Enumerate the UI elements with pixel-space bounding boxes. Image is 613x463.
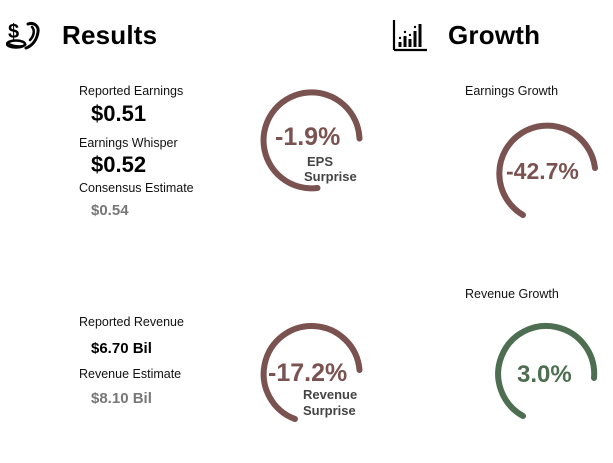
results-title: Results — [62, 20, 158, 50]
earnings-growth-arc — [496, 122, 598, 218]
reported-earnings-label: Reported Earnings — [79, 84, 184, 98]
revenue-surprise-caption-line1: Revenue — [303, 387, 358, 402]
revenue-growth-value: 3.0% — [517, 361, 572, 388]
growth-title: Growth — [448, 20, 541, 50]
money-hand-icon: $ — [5, 18, 42, 50]
revenue-growth-gauge — [493, 320, 603, 430]
eps-surprise-caption-line1: EPS — [306, 154, 333, 169]
earnings-growth-label: Earnings Growth — [465, 84, 559, 98]
consensus-estimate-label: Consensus Estimate — [79, 181, 194, 195]
reported-revenue-value: $6.70 Bil — [91, 340, 152, 357]
earnings-growth-value: -42.7% — [506, 158, 579, 184]
revenue-growth-arc — [495, 322, 598, 419]
revenue-surprise-gauge — [257, 316, 367, 426]
eps-surprise-caption-line2: Surprise — [304, 169, 357, 184]
revenue-estimate-label: Revenue Estimate — [79, 367, 182, 381]
svg-text:$: $ — [8, 21, 19, 43]
consensus-estimate-value: $0.54 — [91, 202, 129, 219]
reported-revenue-label: Reported Revenue — [79, 315, 184, 329]
bar-chart-icon — [392, 18, 428, 52]
eps-surprise-gauge — [257, 86, 367, 196]
earnings-whisper-value: $0.52 — [91, 152, 147, 177]
reported-earnings-value: $0.51 — [91, 101, 147, 126]
revenue-estimate-value: $8.10 Bil — [91, 390, 152, 407]
earnings-whisper-label: Earnings Whisper — [79, 136, 178, 150]
revenue-surprise-value: -17.2% — [268, 359, 348, 387]
revenue-growth-label: Revenue Growth — [465, 287, 559, 301]
eps-surprise-arc — [260, 89, 363, 192]
revenue-surprise-caption-line2: Surprise — [303, 403, 356, 418]
eps-surprise-value: -1.9% — [275, 123, 341, 151]
earnings-growth-gauge — [493, 118, 603, 228]
revenue-surprise-arc — [260, 323, 363, 422]
